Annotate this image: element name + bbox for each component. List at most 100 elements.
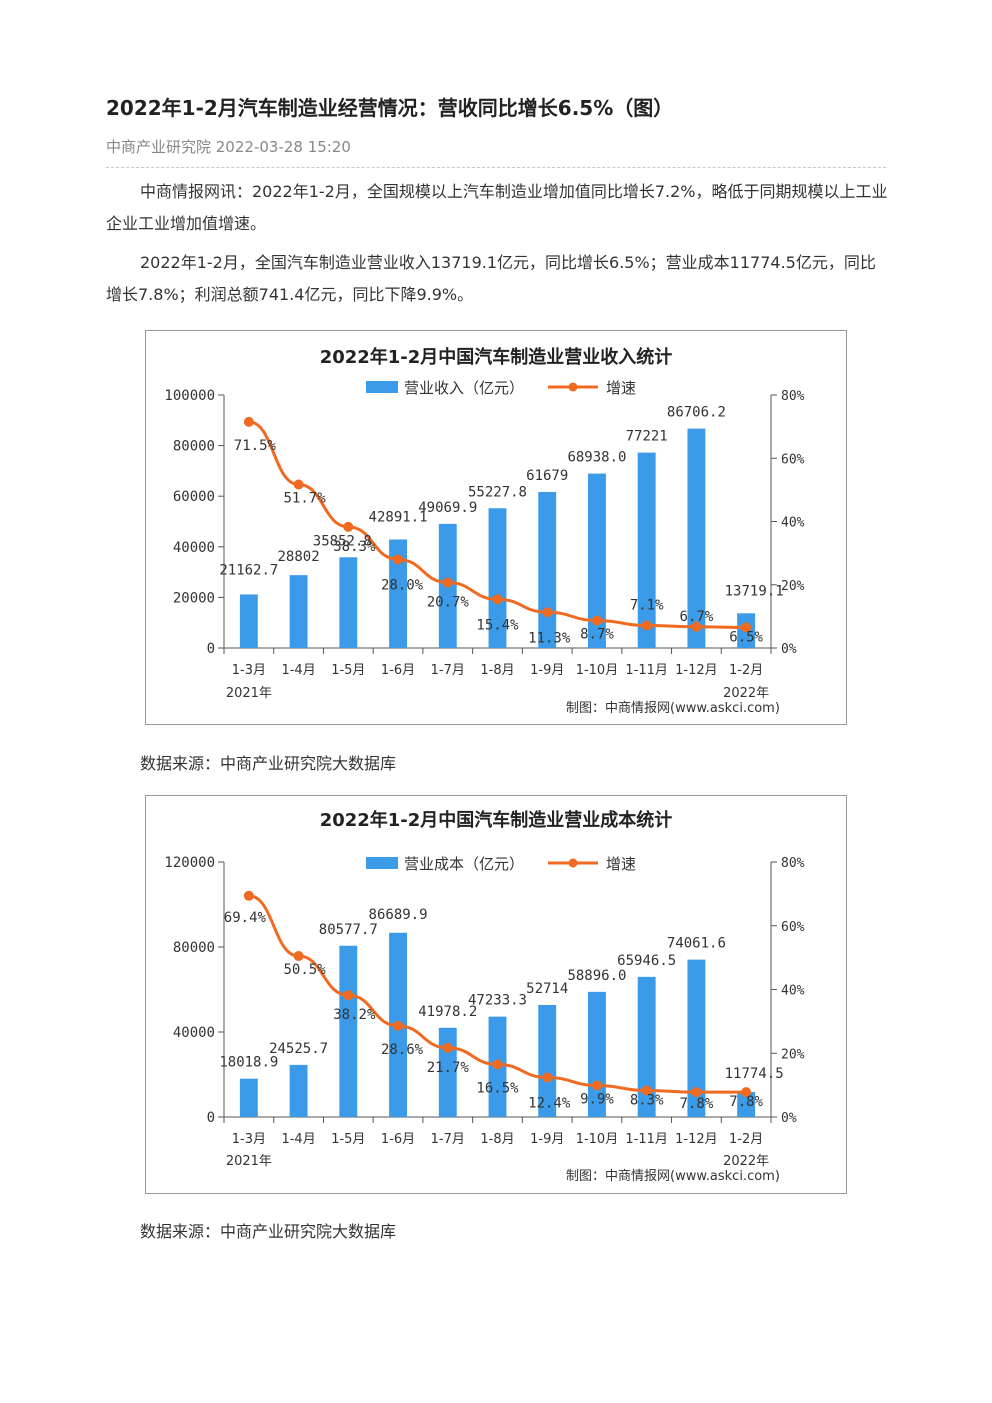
- bar: [538, 1004, 557, 1117]
- growth-point: [393, 1020, 404, 1031]
- article-title: 2022年1-2月汽车制造业经营情况：营收同比增长6.5%（图）: [106, 96, 674, 120]
- growth-point: [691, 1087, 702, 1098]
- growth-value-label: 28.6%: [381, 1042, 424, 1058]
- growth-point: [492, 1059, 503, 1070]
- year-label-2021: 2021年: [226, 686, 272, 701]
- x-tick-label: 1-6月: [381, 1132, 415, 1147]
- bar-value-label: 86689.9: [369, 907, 428, 923]
- growth-line: [248, 420, 747, 629]
- bar: [289, 1064, 308, 1117]
- growth-point: [741, 622, 752, 633]
- growth-value-label: 6.5%: [729, 629, 763, 645]
- growth-point: [542, 1072, 553, 1083]
- growth-value-label: 9.9%: [580, 1091, 614, 1107]
- x-tick-label: 1-5月: [331, 1132, 365, 1147]
- bar-value-label: 65946.5: [617, 953, 676, 969]
- x-tick-label: 1-12月: [675, 1132, 718, 1147]
- revenue-chart-frame: 2022年1-2月中国汽车制造业营业收入统计 营业收入（亿元） 增速 0 20000 40…: [145, 330, 847, 725]
- bar-value-label: 68938.0: [567, 450, 626, 466]
- y-tick-label-left: 120000: [164, 855, 215, 871]
- x-tick-label: 1-4月: [281, 663, 315, 678]
- chart-title: 2022年1-2月中国汽车制造业营业成本统计: [320, 809, 673, 831]
- x-tick-label: 1-10月: [576, 663, 619, 678]
- bar-value-label: 55227.8: [468, 484, 527, 500]
- chart-title: 2022年1-2月中国汽车制造业营业收入统计: [320, 346, 673, 368]
- x-tick-label: 1-10月: [576, 1132, 619, 1147]
- legend-line-marker: [568, 858, 578, 868]
- bar-value-label: 21162.7: [219, 562, 278, 578]
- article-meta: 中商产业研究院 2022-03-28 15:20: [106, 138, 351, 156]
- bar-value-label: 13719.1: [725, 583, 784, 599]
- bar: [737, 1091, 756, 1117]
- y-tick-label-left: 80000: [173, 439, 215, 455]
- y-tick-label-right: 0%: [781, 1111, 797, 1126]
- x-tick-label: 1-2月: [729, 663, 763, 678]
- year-label-2021: 2021年: [226, 1154, 272, 1169]
- growth-line: [248, 894, 747, 1094]
- growth-value-label: 7.8%: [680, 1096, 714, 1112]
- growth-value-label: 71.5%: [234, 438, 277, 454]
- y-tick-label-left: 80000: [173, 940, 215, 956]
- growth-point: [492, 594, 503, 605]
- y-tick-label-right: 40%: [781, 516, 805, 531]
- bar: [687, 959, 706, 1117]
- x-tick-label: 1-8月: [480, 663, 514, 678]
- bar-value-label: 52714: [526, 981, 568, 997]
- x-tick-label: 1-7月: [431, 1132, 465, 1147]
- bar-value-label: 18018.9: [219, 1055, 278, 1071]
- legend-bar-swatch: [366, 857, 398, 869]
- year-label-2022: 2022年: [723, 1154, 769, 1169]
- growth-point: [542, 607, 553, 618]
- x-tick-label: 1-2月: [729, 1132, 763, 1147]
- y-tick-label-right: 20%: [781, 579, 805, 594]
- growth-value-label: 7.1%: [630, 598, 664, 614]
- legend-bar-label: 营业成本（亿元）: [404, 855, 524, 873]
- y-tick-label-left: 40000: [173, 540, 215, 556]
- y-tick-label-right: 40%: [781, 984, 805, 999]
- cost-chart-frame: 2022年1-2月中国汽车制造业营业成本统计 营业成本（亿元） 增速 0 40000 80…: [145, 795, 847, 1194]
- growth-point: [442, 577, 453, 588]
- bar: [289, 575, 308, 648]
- y-tick-label-right: 0%: [781, 642, 797, 657]
- bar: [488, 508, 507, 648]
- bar-value-label: 47233.3: [468, 993, 527, 1009]
- growth-value-label: 20.7%: [427, 595, 470, 611]
- data-source-2: 数据来源：中商产业研究院大数据库: [140, 1222, 397, 1241]
- growth-point: [741, 1087, 752, 1098]
- growth-value-label: 51.7%: [284, 490, 327, 506]
- legend-bar-swatch: [366, 381, 398, 393]
- legend-line-label: 增速: [606, 855, 636, 873]
- chart-credit: 制图：中商情报网(www.askci.com): [566, 701, 780, 716]
- growth-value-label: 8.3%: [630, 1093, 664, 1109]
- x-tick-label: 1-3月: [232, 663, 266, 678]
- growth-value-label: 6.7%: [680, 609, 714, 625]
- paragraph-intro: 中商情报网讯：2022年1-2月，全国规模以上汽车制造业增加值同比增长7.2%，…: [106, 182, 888, 233]
- bar-value-label: 35852.8: [313, 533, 372, 549]
- x-tick-label: 1-11月: [625, 1132, 668, 1147]
- bar-value-label: 74061.6: [667, 936, 726, 952]
- x-tick-label: 1-9月: [530, 663, 564, 678]
- growth-point: [442, 1042, 453, 1053]
- growth-value-label: 16.5%: [476, 1080, 519, 1096]
- chart-credit: 制图：中商情报网(www.askci.com): [566, 1169, 780, 1184]
- paragraph-figures: 2022年1-2月，全国汽车制造业营业收入13719.1亿元，同比增长6.5%；…: [106, 253, 876, 304]
- x-tick-label: 1-4月: [281, 1132, 315, 1147]
- growth-point: [641, 620, 652, 631]
- growth-point: [393, 554, 404, 565]
- growth-value-label: 12.4%: [528, 1095, 571, 1111]
- bar: [239, 594, 258, 648]
- growth-value-label: 38.3%: [333, 539, 376, 555]
- growth-value-label: 11.3%: [528, 630, 571, 646]
- x-tick-label: 1-12月: [675, 663, 718, 678]
- x-tick-label: 1-8月: [480, 1132, 514, 1147]
- bar-value-label: 24525.7: [269, 1041, 328, 1057]
- x-tick-label: 1-6月: [381, 663, 415, 678]
- x-tick-label: 1-11月: [625, 663, 668, 678]
- bar: [637, 452, 656, 648]
- growth-point: [243, 890, 254, 901]
- legend-line-marker: [568, 382, 578, 392]
- y-tick-label-right: 60%: [781, 452, 805, 467]
- bar-value-label: 42891.1: [369, 509, 428, 525]
- growth-value-label: 28.0%: [381, 577, 424, 593]
